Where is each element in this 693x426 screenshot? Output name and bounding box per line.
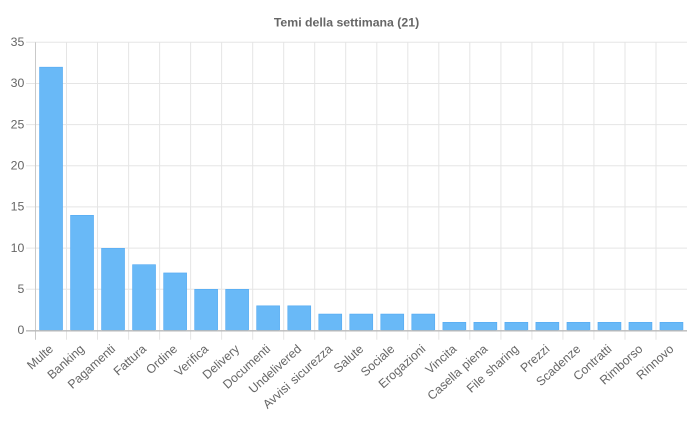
svg-text:35: 35 [11,35,25,49]
svg-text:0: 0 [17,323,24,337]
svg-text:5: 5 [17,282,24,296]
svg-text:30: 30 [11,76,25,90]
svg-text:15: 15 [11,200,25,214]
svg-text:10: 10 [11,241,25,255]
svg-text:Temi della settimana (21): Temi della settimana (21) [274,16,419,30]
svg-text:25: 25 [11,117,25,131]
svg-text:20: 20 [11,159,25,173]
